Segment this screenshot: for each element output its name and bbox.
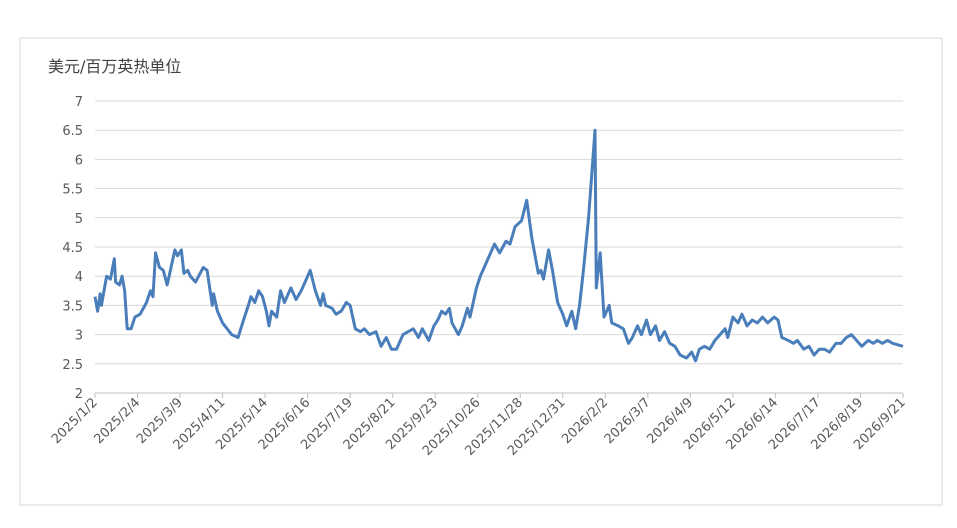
y-tick-label: 3 xyxy=(75,329,83,344)
y-axis-title: 美元/百万英热单位 xyxy=(48,57,181,76)
y-tick-label: 4 xyxy=(75,270,83,285)
y-tick-label: 7 xyxy=(75,95,83,110)
y-tick-label: 6 xyxy=(75,153,83,168)
y-tick-label: 4.5 xyxy=(62,241,83,256)
y-tick-label: 5 xyxy=(75,212,83,227)
y-tick-label: 5.5 xyxy=(62,183,83,198)
y-tick-label: 3.5 xyxy=(62,299,83,314)
y-tick-label: 2 xyxy=(75,387,83,402)
y-tick-label: 2.5 xyxy=(62,358,83,373)
data-line xyxy=(93,128,904,363)
y-tick-label: 6.5 xyxy=(62,124,83,139)
